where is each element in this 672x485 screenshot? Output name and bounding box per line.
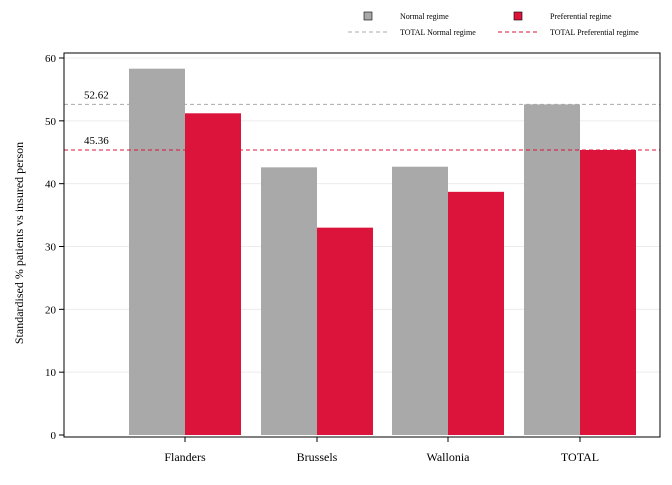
legend-preferential-regime-swatch <box>513 11 523 21</box>
reference-lines: 52.62 45.36 <box>64 89 660 151</box>
legend-total-normal-regime-label: TOTAL Normal regime <box>400 28 476 37</box>
x-tick-label: Flanders <box>164 450 206 464</box>
reference-line-label-2: 45.36 <box>84 135 109 147</box>
y-tick-label: 10 <box>45 367 57 379</box>
legend: Normal regime Preferential regime TOTAL No… <box>348 11 639 37</box>
legend-normal-regime-swatch <box>363 11 373 21</box>
axes: 0 10 20 30 40 50 60 Standardised % patients vs … <box>12 52 661 464</box>
legend-normal-regime: Normal regime <box>363 11 449 21</box>
reference-line-label-1: 52.62 <box>84 89 109 101</box>
y-tick-label: 60 <box>45 53 57 65</box>
bar-preferential-regime-wallonia <box>448 191 504 435</box>
bar-normal-regime-wallonia <box>392 166 448 435</box>
y-tick-label: 50 <box>45 116 57 128</box>
bar-preferential-regime-flanders <box>185 113 241 435</box>
plot-frame <box>63 52 661 438</box>
bar-normal-regime-brussels <box>261 167 317 435</box>
bar-normal-regime-total <box>524 104 580 435</box>
y-tick-label: 0 <box>51 430 57 442</box>
legend-normal-regime-label: Normal regime <box>400 12 449 21</box>
y-tick-label: 30 <box>45 242 57 254</box>
x-tick-label: Brussels <box>297 450 338 464</box>
y-tick-label: 40 <box>45 179 57 191</box>
x-tick-label: TOTAL <box>561 450 599 464</box>
legend-preferential-regime: Preferential regime <box>513 11 612 21</box>
bars <box>129 68 636 435</box>
x-tick-label: Wallonia <box>426 450 470 464</box>
bar-normal-regime-flanders <box>129 68 185 435</box>
bar-preferential-regime-brussels <box>317 227 373 435</box>
legend-total-normal-regime: TOTAL Normal regime <box>348 28 476 37</box>
legend-total-preferential-regime-label: TOTAL Preferential regime <box>550 28 639 37</box>
bar-preferential-regime-total <box>580 149 636 435</box>
legend-preferential-regime-label: Preferential regime <box>550 12 612 21</box>
legend-total-preferential-regime: TOTAL Preferential regime <box>498 28 639 37</box>
y-axis-label: Standardised % patients vs insured perso… <box>12 142 26 344</box>
y-tick-label: 20 <box>45 304 57 316</box>
